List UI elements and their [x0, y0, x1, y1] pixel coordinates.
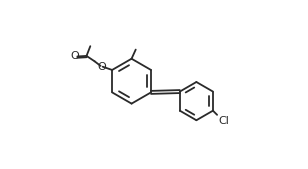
Text: O: O [71, 51, 79, 61]
Text: Cl: Cl [218, 116, 229, 126]
Text: O: O [98, 62, 106, 72]
